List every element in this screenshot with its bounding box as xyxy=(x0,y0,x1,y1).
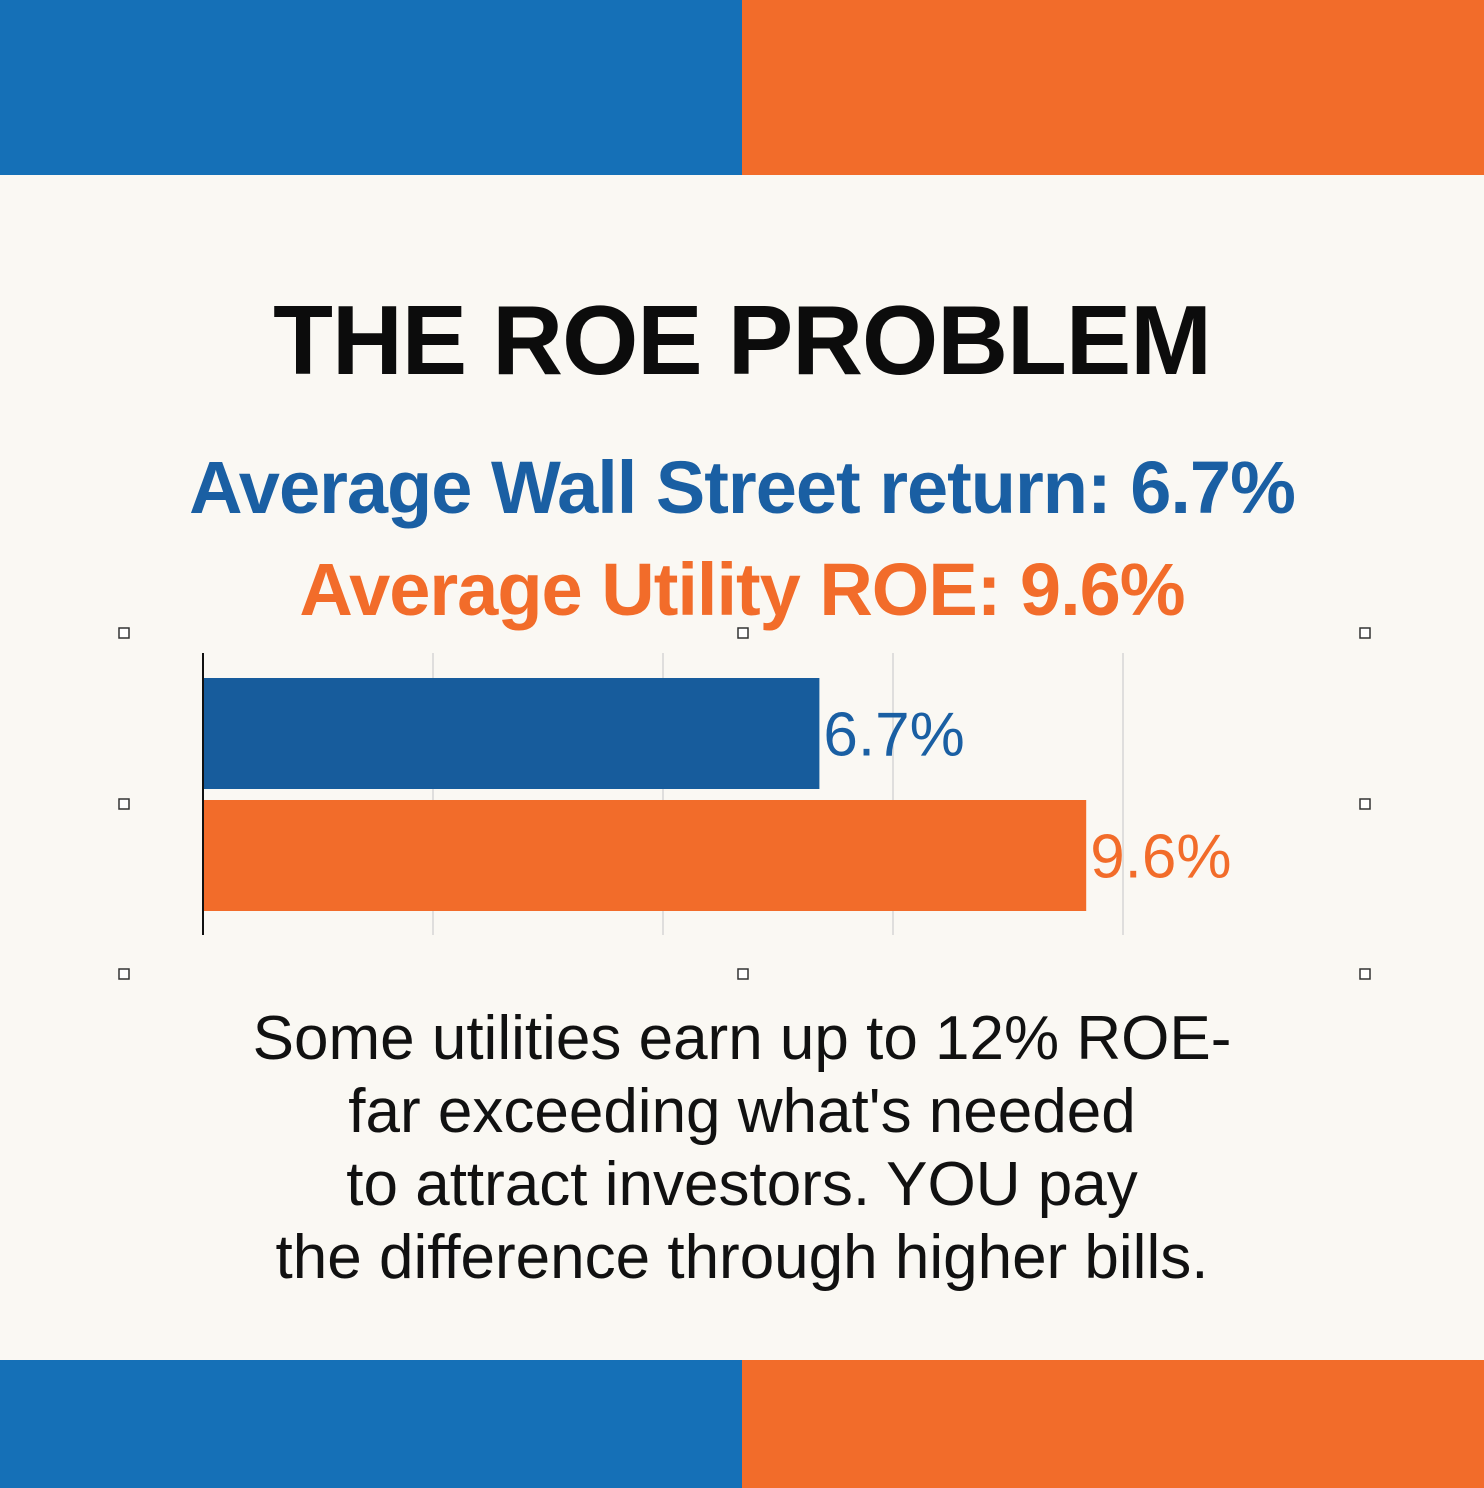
chart-data-label: 9.6% xyxy=(1090,823,1231,892)
resize-handle[interactable] xyxy=(1359,968,1371,980)
footnote: Some utilities earn up to 12% ROE- far e… xyxy=(0,1002,1484,1294)
chart-bars xyxy=(203,678,1087,911)
footnote-line: the difference through higher bills. xyxy=(275,1223,1209,1292)
utility-roe-stat: Average Utility ROE: 9.6% xyxy=(299,548,1185,631)
top-band-blue xyxy=(0,0,742,175)
wall-street-return-stat: Average Wall Street return: 6.7% xyxy=(189,446,1296,529)
footnote-line: Some utilities earn up to 12% ROE- xyxy=(252,1004,1232,1073)
resize-handle[interactable] xyxy=(737,627,749,639)
resize-handle[interactable] xyxy=(118,798,130,810)
roe-bar-chart[interactable]: 6.7% 9.6% xyxy=(0,0,1484,1000)
resize-handle[interactable] xyxy=(737,968,749,980)
chart-data-labels: 6.7% 9.6% xyxy=(823,701,1231,892)
footnote-line: to attract investors. YOU pay xyxy=(346,1150,1138,1219)
chart-bar xyxy=(203,678,820,789)
resize-handle[interactable] xyxy=(1359,798,1371,810)
chart-data-label: 6.7% xyxy=(823,701,964,770)
bottom-color-band xyxy=(0,1360,1484,1488)
page-title: THE ROE PROBLEM xyxy=(273,285,1212,395)
bottom-band-orange xyxy=(742,1360,1484,1488)
resize-handle[interactable] xyxy=(1359,627,1371,639)
bottom-band-blue xyxy=(0,1360,742,1488)
top-band-orange xyxy=(742,0,1484,175)
resize-handle[interactable] xyxy=(118,627,130,639)
top-color-band xyxy=(0,0,1484,175)
selection-handles[interactable] xyxy=(118,627,1371,980)
footnote-line: far exceeding what's needed xyxy=(348,1077,1136,1146)
chart-bar xyxy=(203,800,1087,911)
resize-handle[interactable] xyxy=(118,968,130,980)
